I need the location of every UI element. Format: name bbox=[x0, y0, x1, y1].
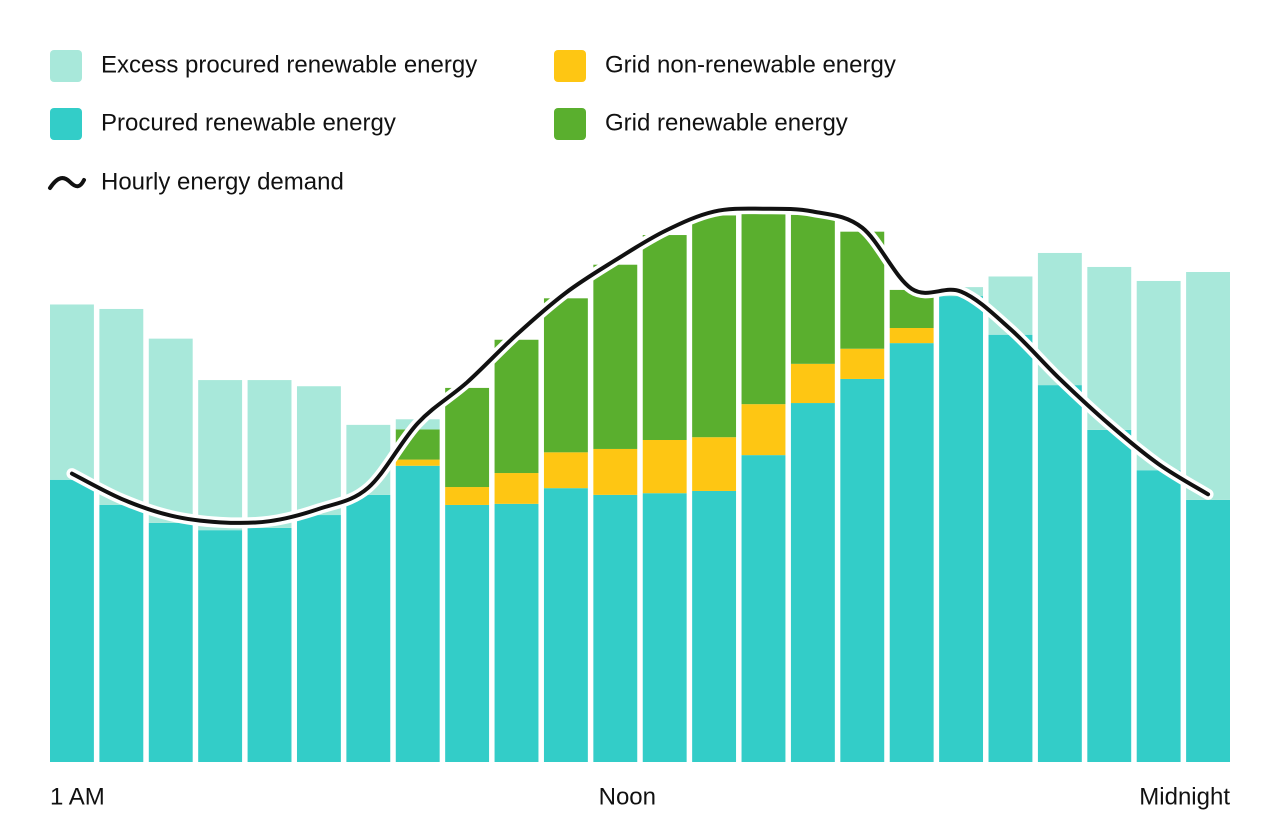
bar-segment bbox=[692, 437, 737, 491]
bar-segment bbox=[840, 378, 885, 762]
bar-segment bbox=[494, 339, 539, 474]
bar-segment bbox=[593, 448, 638, 495]
bar-segment bbox=[494, 503, 539, 762]
bar-segment bbox=[1037, 385, 1082, 762]
bar-segment bbox=[593, 264, 638, 449]
demand-line-halo bbox=[66, 203, 1214, 529]
bar-segment bbox=[494, 473, 539, 504]
bar-segment bbox=[889, 343, 934, 762]
bar-segment bbox=[99, 504, 144, 762]
bar-segment bbox=[1087, 429, 1132, 762]
legend-label: Hourly energy demand bbox=[101, 168, 344, 195]
legend-swatch bbox=[50, 108, 82, 140]
legend-label: Excess procured renewable energy bbox=[101, 51, 477, 78]
bar-segment bbox=[346, 494, 391, 762]
bar-segment bbox=[198, 530, 243, 762]
legend-label: Procured renewable energy bbox=[101, 109, 396, 136]
bar-segment bbox=[988, 334, 1033, 762]
bar-segment bbox=[1136, 280, 1181, 471]
bar-segment bbox=[445, 487, 490, 505]
bar-segment bbox=[642, 235, 687, 440]
bar-segment bbox=[395, 459, 440, 466]
bar-segment bbox=[692, 215, 737, 438]
bar-segment bbox=[889, 328, 934, 344]
legend-swatch bbox=[554, 108, 586, 140]
bar-segment bbox=[543, 298, 588, 453]
x-tick-label: 1 AM bbox=[50, 783, 105, 810]
bar-segment bbox=[741, 212, 786, 405]
bar-segment bbox=[790, 214, 835, 364]
bar-segment bbox=[296, 515, 341, 762]
bar-segment bbox=[543, 452, 588, 489]
bar-segment bbox=[1186, 272, 1230, 500]
bar-segment bbox=[148, 338, 193, 523]
legend-swatch bbox=[554, 50, 586, 82]
legend-line bbox=[48, 176, 86, 190]
bar-segment bbox=[1186, 499, 1230, 762]
bar-segment bbox=[543, 488, 588, 762]
bar-segment bbox=[99, 308, 144, 505]
x-tick-label: Noon bbox=[599, 783, 656, 810]
bar-segment bbox=[939, 296, 984, 762]
bar-segment bbox=[395, 465, 440, 762]
bar-segment bbox=[642, 493, 687, 762]
legend-label: Grid non-renewable energy bbox=[605, 51, 896, 78]
x-tick-label: Midnight bbox=[1139, 783, 1230, 810]
legend-swatch bbox=[50, 50, 82, 82]
bar-segment bbox=[790, 363, 835, 404]
bar-segment bbox=[50, 479, 94, 762]
bar-segment bbox=[198, 380, 243, 531]
bar-segment bbox=[642, 440, 687, 494]
bar-segment bbox=[445, 387, 490, 488]
bar-segment bbox=[593, 494, 638, 762]
bar-segment bbox=[296, 386, 341, 516]
bar-segment bbox=[247, 380, 292, 528]
demand-line bbox=[69, 206, 1211, 525]
bar-segment bbox=[1136, 470, 1181, 762]
bar-segment bbox=[741, 404, 786, 456]
legend-label: Grid renewable energy bbox=[605, 109, 848, 136]
bar-segment bbox=[1087, 266, 1132, 430]
bar-segment bbox=[247, 527, 292, 762]
bar-segment bbox=[50, 304, 94, 480]
bar-segment bbox=[148, 522, 193, 762]
bar-segment bbox=[840, 348, 885, 379]
bar-segment bbox=[692, 490, 737, 762]
bar-segment bbox=[741, 455, 786, 762]
bar-segment bbox=[790, 403, 835, 762]
bar-segment bbox=[445, 504, 490, 762]
